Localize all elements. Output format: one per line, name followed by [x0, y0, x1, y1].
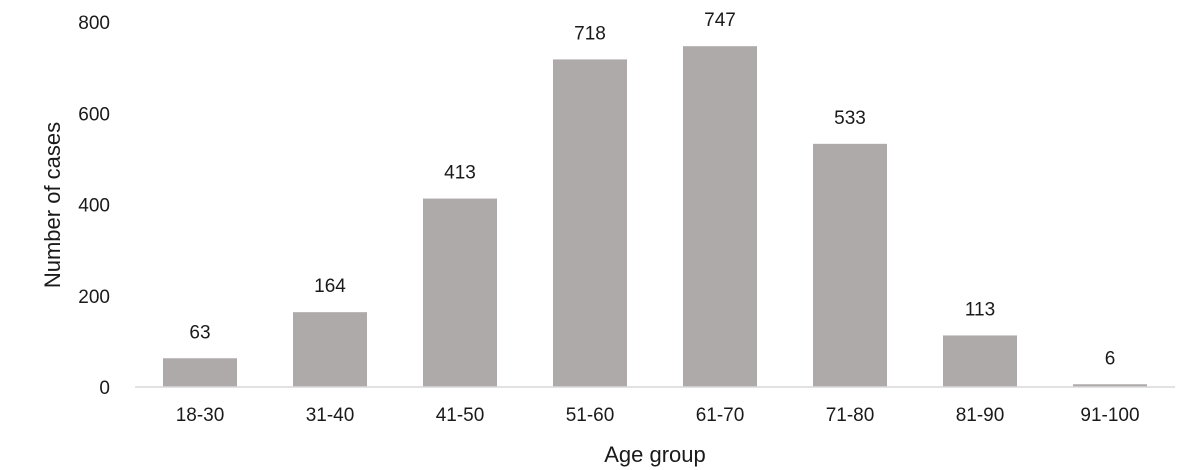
x-tick-label: 71-80 — [826, 405, 875, 426]
data-label: 164 — [314, 276, 346, 297]
y-axis-title: Number of cases — [40, 122, 65, 288]
data-label: 718 — [574, 23, 606, 44]
x-tick-label: 41-50 — [436, 405, 485, 426]
x-tick-label: 61-70 — [696, 405, 745, 426]
data-label: 63 — [189, 322, 210, 343]
x-tick-label: 81-90 — [956, 405, 1005, 426]
bar-18-30 — [163, 358, 237, 387]
data-label: 6 — [1105, 348, 1116, 369]
x-tick-label: 31-40 — [306, 405, 355, 426]
bar-41-50 — [423, 198, 497, 387]
y-axis-ticks: 0 200 400 600 800 — [78, 13, 110, 399]
bar-91-100 — [1073, 384, 1147, 387]
x-axis-ticks: 18-30 31-40 41-50 51-60 61-70 71-80 81-90 91-10… — [176, 405, 1140, 426]
x-tick-label: 51-60 — [566, 405, 615, 426]
data-label: 413 — [444, 163, 476, 184]
bar-61-70 — [683, 46, 757, 388]
y-tick-label: 800 — [78, 13, 110, 34]
bar-31-40 — [293, 312, 367, 387]
y-tick-label: 0 — [99, 378, 110, 399]
x-tick-label: 18-30 — [176, 405, 225, 426]
data-label: 747 — [704, 10, 736, 31]
y-tick-label: 200 — [78, 287, 110, 308]
x-tick-label: 91-100 — [1080, 405, 1139, 426]
bar-71-80 — [813, 143, 887, 387]
data-labels: 63 164 413 718 747 533 113 6 — [189, 10, 1115, 369]
y-tick-label: 600 — [78, 104, 110, 125]
y-tick-label: 400 — [78, 196, 110, 217]
bars — [163, 46, 1147, 388]
data-label: 533 — [834, 108, 866, 129]
data-label: 113 — [965, 299, 995, 320]
bar-81-90 — [943, 335, 1017, 387]
x-axis-title: Age group — [604, 442, 706, 467]
bar-51-60 — [553, 59, 627, 387]
